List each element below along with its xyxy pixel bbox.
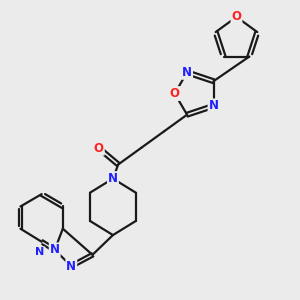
- Text: N: N: [66, 260, 76, 273]
- Text: O: O: [170, 87, 180, 100]
- Text: N: N: [208, 99, 218, 112]
- Text: N: N: [182, 66, 192, 79]
- Text: N: N: [50, 243, 60, 256]
- Text: O: O: [232, 11, 242, 23]
- Text: N: N: [35, 248, 44, 257]
- Text: O: O: [94, 142, 104, 155]
- Text: N: N: [108, 172, 118, 185]
